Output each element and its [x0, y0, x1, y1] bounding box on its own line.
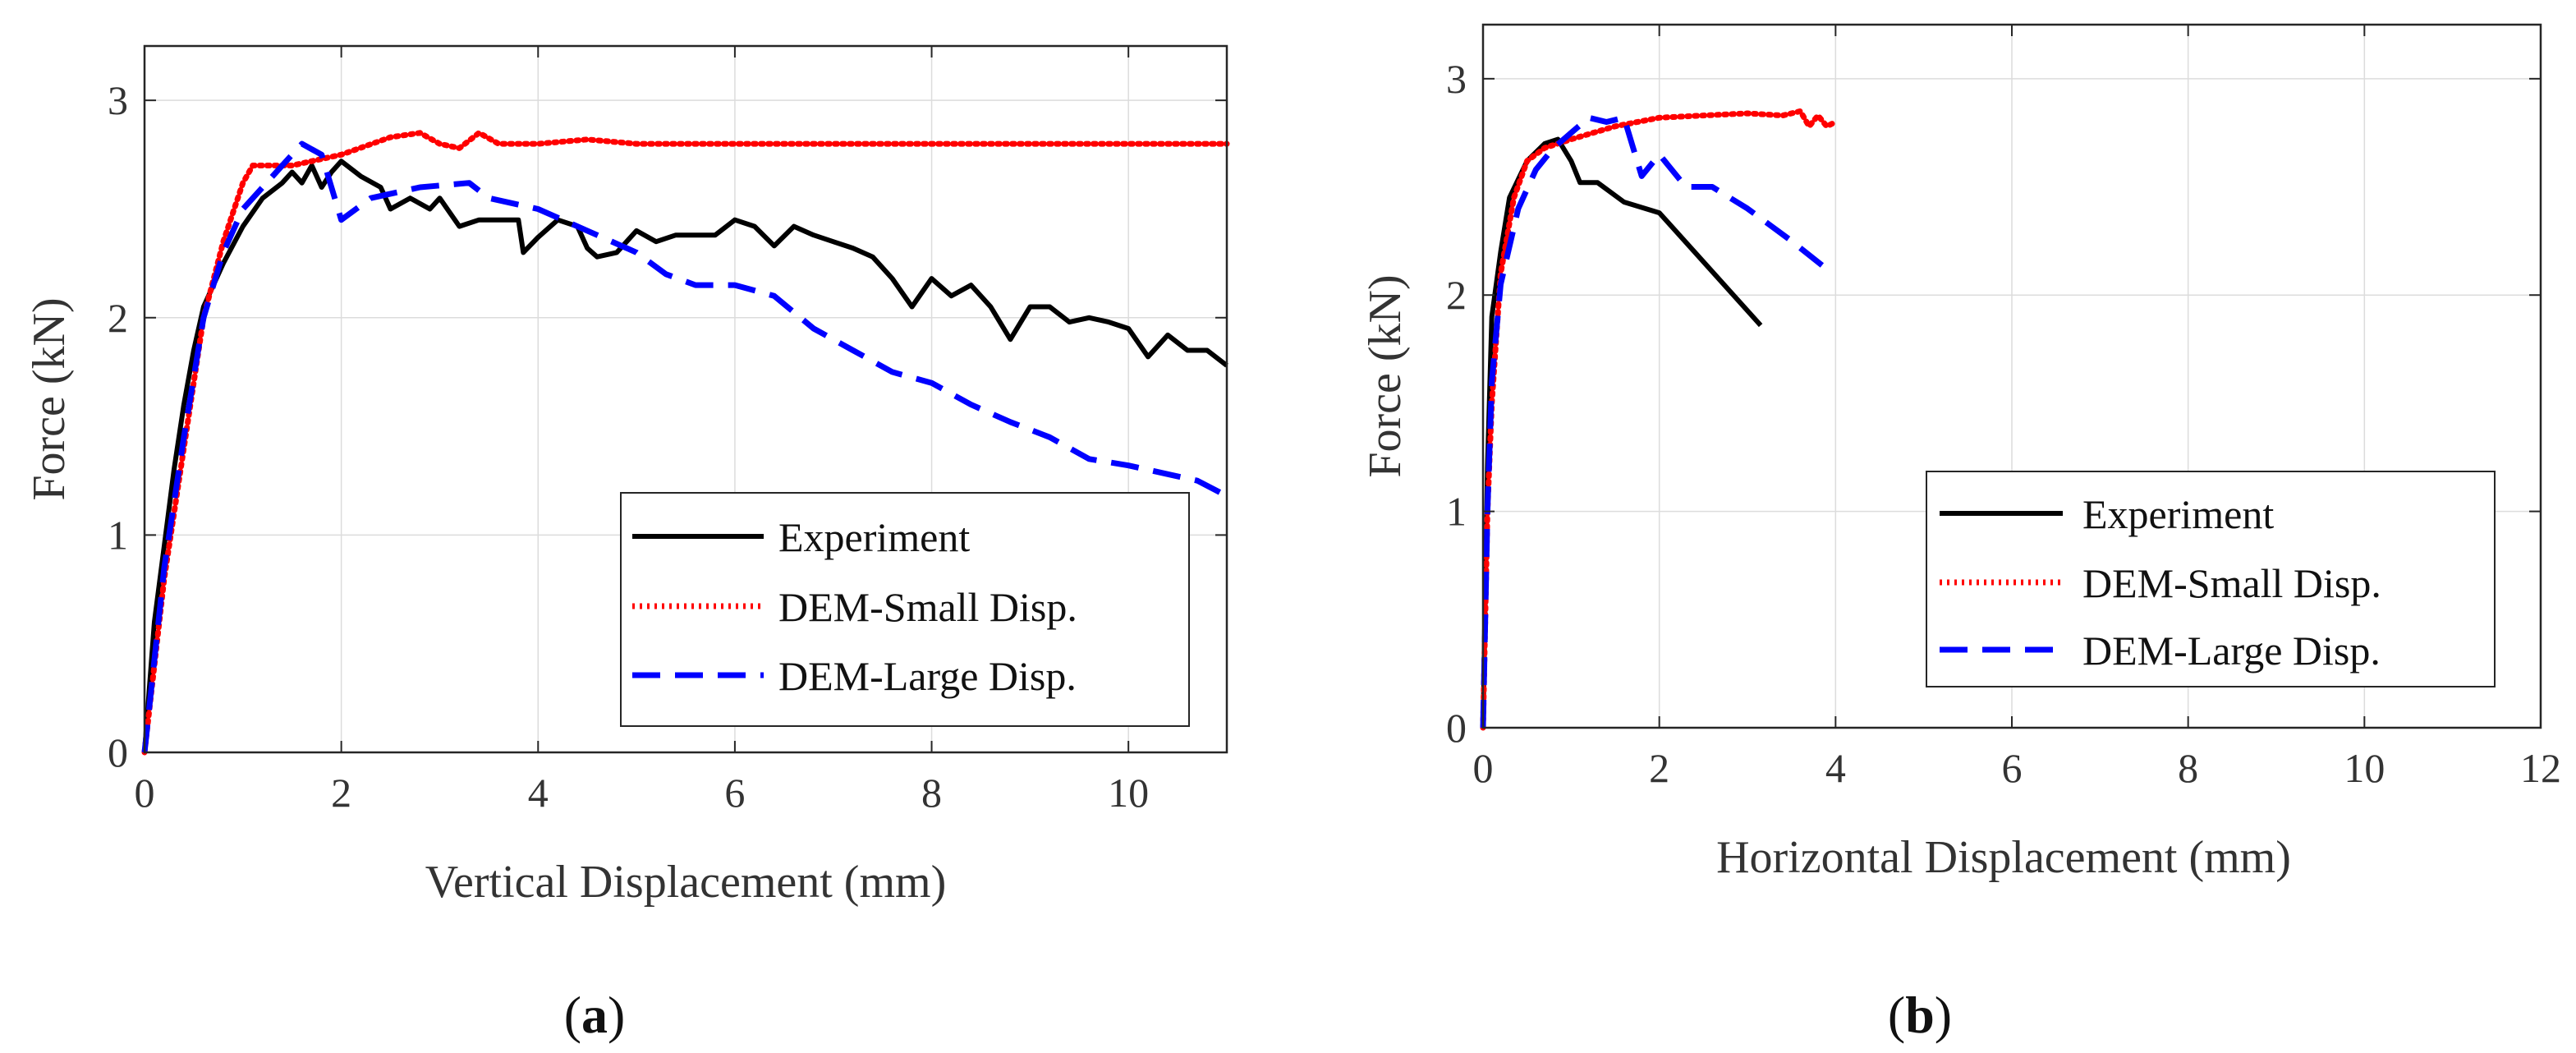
- panel-a-y-tick-label: 2: [108, 295, 128, 341]
- panel-a-ylabel: Force (kN): [24, 297, 75, 500]
- panel-b-x-tick-label: 12: [2520, 745, 2561, 791]
- panel-b-legend-box: [1926, 471, 2496, 687]
- panel-a-series: [141, 130, 1230, 756]
- panel-a-legend: Experiment DEM-Small Disp. DEM-Large Dis…: [620, 492, 1190, 727]
- panel-a-legend-label-dem-small: DEM-Small Disp.: [778, 584, 1077, 630]
- panel-a-series-dem-small-disp: [141, 130, 1230, 756]
- panel-b-series-dem-large-disp: [1480, 114, 1829, 729]
- panel-a-y-tick-label: 3: [108, 77, 128, 123]
- panel-a-x-tick-label: 0: [135, 770, 155, 816]
- panel-b-y-ticks: 0 1 2 3: [1446, 56, 2541, 751]
- panel-b-x-ticks: 0 2 4 6 8 10 12: [1473, 25, 2561, 791]
- panel-a-caption-letter: a: [581, 986, 608, 1044]
- panel-a-x-tick-label: 8: [921, 770, 942, 816]
- panel-b-caption: (b): [1888, 986, 1952, 1044]
- panel-a-legend-label-dem-large: DEM-Large Disp.: [778, 653, 1077, 699]
- panel-a-x-tick-label: 2: [331, 770, 351, 816]
- panel-b-ylabel: Force (kN): [1360, 274, 1411, 477]
- panel-b-legend-label-experiment: Experiment: [2082, 491, 2274, 537]
- panel-a-x-ticks: 0 2 4 6 8 10: [135, 46, 1149, 816]
- panel-b-x-tick-label: 10: [2344, 745, 2385, 791]
- panel-b-xlabel: Horizontal Displacement (mm): [1716, 832, 2291, 883]
- panel-b-x-tick-label: 8: [2178, 745, 2198, 791]
- panel-b-series: [1480, 108, 1839, 731]
- panel-a-series-dem-large-disp: [141, 140, 1228, 753]
- panel-a-legend-box: [620, 492, 1190, 727]
- panel-b-x-tick-label: 0: [1473, 745, 1494, 791]
- panel-a-x-tick-label: 10: [1108, 770, 1149, 816]
- panel-b-x-tick-label: 2: [1649, 745, 1669, 791]
- panel-a-xlabel: Vertical Displacement (mm): [425, 857, 946, 908]
- panel-b-x-tick-label: 6: [2002, 745, 2023, 791]
- panel-a-y-ticks: 0 1 2 3: [108, 77, 1227, 775]
- panel-a-legend-label-experiment: Experiment: [778, 514, 970, 560]
- panel-a-y-tick-label: 0: [108, 729, 128, 775]
- panel-b-legend-label-dem-large: DEM-Large Disp.: [2082, 628, 2381, 674]
- panel-a-series-experiment: [142, 159, 1228, 753]
- panel-b-y-tick-label: 1: [1446, 489, 1467, 535]
- panel-b-legend: Experiment DEM-Small Disp. DEM-Large Dis…: [1926, 471, 2496, 687]
- panel-b-y-tick-label: 3: [1446, 56, 1467, 102]
- panel-a-axes-frame: [143, 44, 1228, 754]
- panel-a-x-tick-label: 4: [528, 770, 549, 816]
- panel-a-caption: (a): [564, 986, 626, 1044]
- panel-a-y-tick-label: 1: [108, 512, 128, 558]
- panel-b-y-tick-label: 2: [1446, 272, 1467, 318]
- panel-b-y-tick-label: 0: [1446, 705, 1467, 751]
- panel-b-series-experiment: [1481, 136, 1763, 729]
- panel-b-caption-letter: b: [1905, 986, 1935, 1044]
- panel-a-x-tick-label: 6: [724, 770, 745, 816]
- panel-b-legend-label-dem-small: DEM-Small Disp.: [2082, 560, 2381, 606]
- panel-b-x-tick-label: 4: [1825, 745, 1846, 791]
